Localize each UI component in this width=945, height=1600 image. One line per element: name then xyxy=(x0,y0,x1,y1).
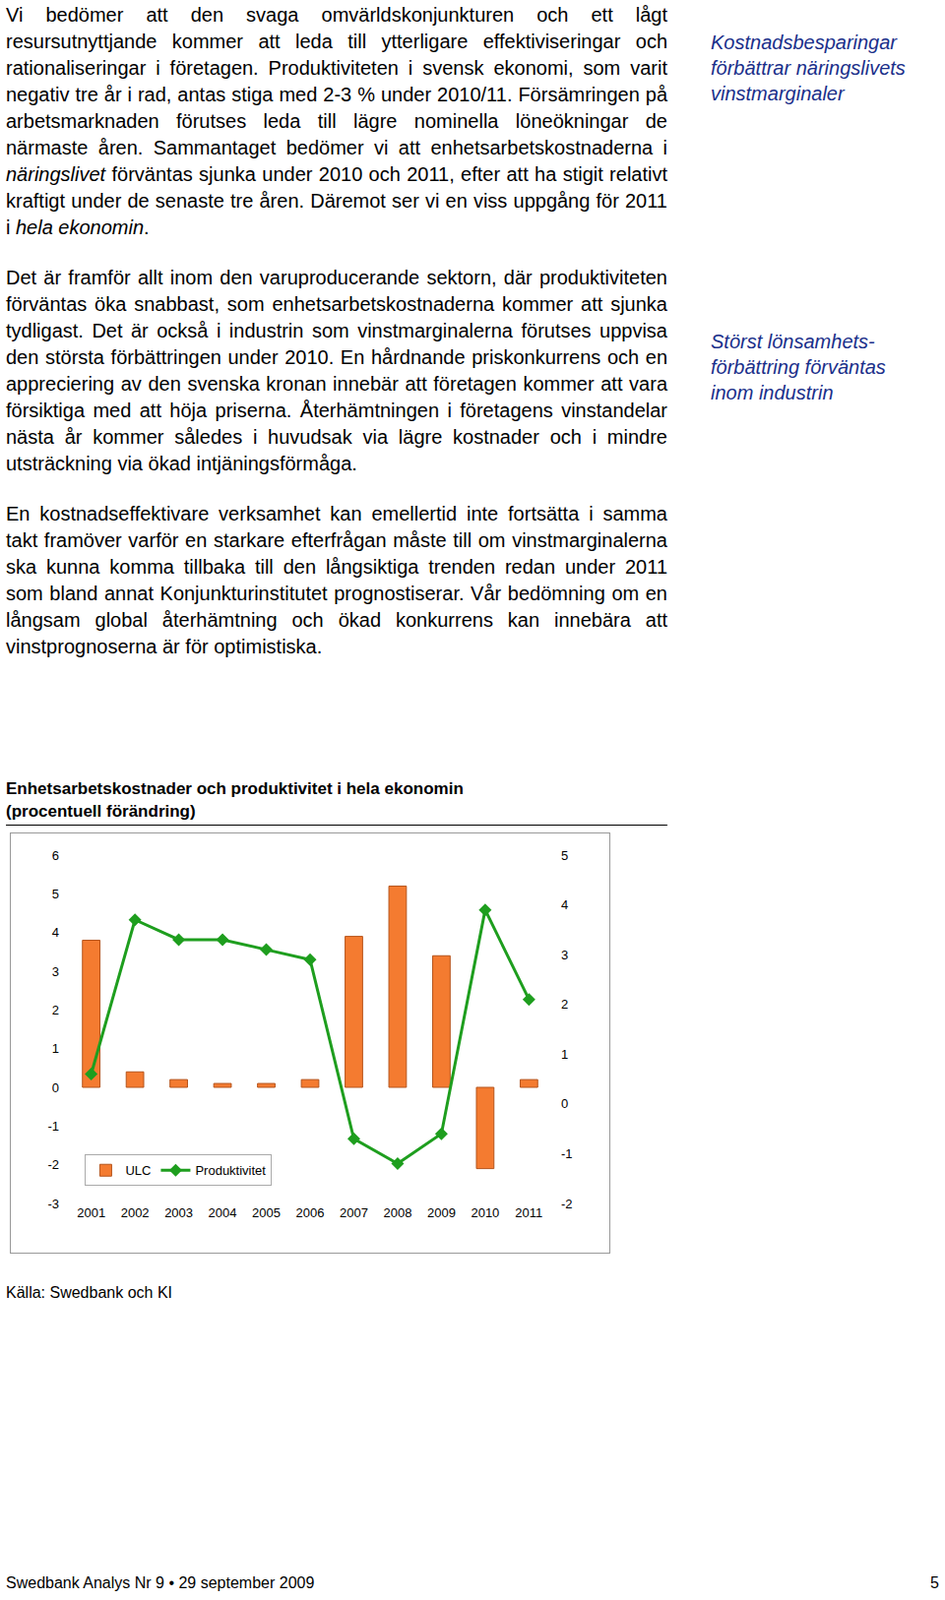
html-text:Källa: Swedbank och KI: Källa: Swedbank och KI xyxy=(5,1284,173,1302)
svg-text:-2: -2 xyxy=(47,1157,60,1173)
svg-text:2: 2 xyxy=(52,1003,60,1018)
html-text:förbättrar näringslivets: förbättrar näringslivets xyxy=(710,57,906,79)
svg-text:-3: -3 xyxy=(47,1197,60,1212)
svg-text:2007: 2007 xyxy=(339,1205,369,1221)
svg-text:-1: -1 xyxy=(47,1119,60,1134)
svg-text:2001: 2001 xyxy=(76,1205,106,1221)
svg-text:Produktivitet: Produktivitet xyxy=(194,1163,266,1179)
svg-text:0: 0 xyxy=(52,1080,60,1096)
html-text:Det är framför allt inom den v: Det är framför allt inom den varuproduce… xyxy=(5,266,668,475)
svg-text:3: 3 xyxy=(52,964,60,980)
html-text:vinstmarginaler: vinstmarginaler xyxy=(710,82,845,105)
svg-text:ULC: ULC xyxy=(125,1163,151,1179)
svg-text:-2: -2 xyxy=(561,1197,573,1212)
svg-text:3: 3 xyxy=(561,947,568,963)
html-text:En kostnadseffektivare verksam: En kostnadseffektivare verksamhet kan em… xyxy=(5,503,668,658)
svg-text:5: 5 xyxy=(52,886,60,902)
html-text:Störst lönsamhets-: Störst lönsamhets- xyxy=(710,330,875,353)
html-text:5: 5 xyxy=(930,1575,940,1592)
svg-text:0: 0 xyxy=(561,1096,568,1112)
svg-text:2008: 2008 xyxy=(382,1205,412,1221)
html-text:näringslivet förväntas sjunka: näringslivet förväntas sjunka under 2010… xyxy=(5,163,668,239)
html-text:Kostnadsbesparingar: Kostnadsbesparingar xyxy=(710,31,897,54)
svg-text:2005: 2005 xyxy=(252,1205,281,1221)
svg-text:2003: 2003 xyxy=(164,1205,193,1221)
svg-text:2: 2 xyxy=(561,997,568,1012)
svg-text:2004: 2004 xyxy=(208,1205,238,1221)
html-text:Swedbank Analys Nr 9 • 29 sept: Swedbank Analys Nr 9 • 29 september 2009 xyxy=(5,1575,315,1592)
svg-text:6: 6 xyxy=(52,848,60,864)
svg-text:2002: 2002 xyxy=(121,1205,150,1221)
svg-text:-1: -1 xyxy=(561,1146,573,1162)
svg-text:1: 1 xyxy=(52,1041,60,1057)
svg-text:5: 5 xyxy=(561,848,568,864)
html-text:inom industrin: inom industrin xyxy=(710,381,834,404)
html-text:Enhetsarbetskostnader och prod: Enhetsarbetskostnader och produktivitet … xyxy=(5,779,464,821)
html-text:förbättring förväntas: förbättring förväntas xyxy=(710,356,886,378)
svg-text:2009: 2009 xyxy=(427,1205,456,1221)
svg-text:2011: 2011 xyxy=(514,1205,543,1221)
svg-text:2010: 2010 xyxy=(470,1205,500,1221)
svg-text:1: 1 xyxy=(561,1047,568,1063)
svg-text:2006: 2006 xyxy=(296,1205,325,1221)
svg-text:4: 4 xyxy=(561,897,568,913)
svg-text:4: 4 xyxy=(52,925,60,941)
html-text:Vi bedömer att den svaga omvär: Vi bedömer att den svaga omvärldskonjunk… xyxy=(5,3,668,159)
